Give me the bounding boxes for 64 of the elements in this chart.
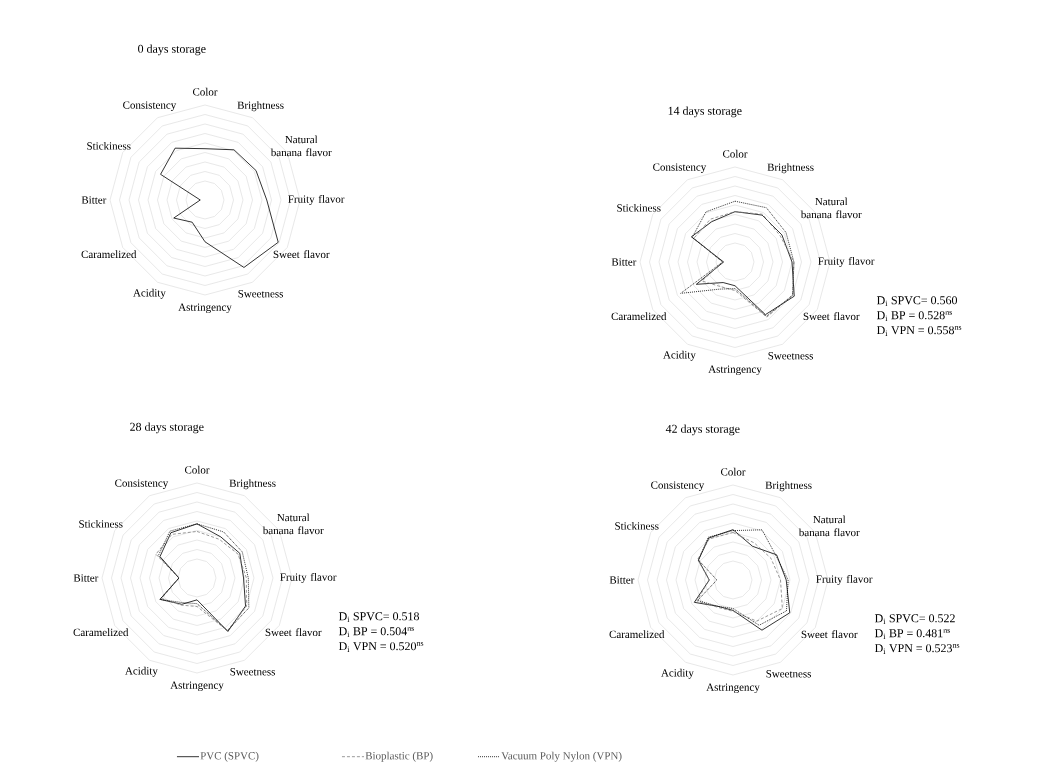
text: D$_{i}$ VPN = 0.523$^{ns}$ (874, 644, 960, 654)
spoke-label: Consistency (115, 479, 169, 490)
spoke-label: Sweetness (238, 290, 283, 298)
spoke-label: Color (722, 149, 748, 158)
spoke-label: Consistency (653, 163, 707, 173)
spoke-label: Astringency (708, 365, 762, 376)
text: D$_{i}$ VPN = 0.520$^{ns}$ (338, 642, 424, 652)
spoke-label: Acidity (663, 350, 696, 361)
legend-label: Vacuum Poly Nylon (VPN) (501, 751, 622, 762)
chart-title: 42 days storage (665, 424, 740, 436)
spoke-label: Brightness (765, 481, 812, 492)
spoke-label: Sweetness (768, 352, 814, 360)
spoke-label: Fruity flavor (288, 194, 345, 206)
spoke-label: Acidity (661, 668, 694, 679)
spoke-label: Consistency (123, 101, 177, 111)
text: D$_{i}$ SPVC= 0.560 (876, 296, 958, 306)
spoke-label: Natural banana flavor (798, 515, 860, 537)
spoke-label: Sweet flavor (273, 250, 330, 259)
spoke-label: Consistency (651, 481, 705, 492)
spoke-label: Sweetness (230, 668, 275, 676)
chart-title: 14 days storage (668, 106, 742, 118)
spoke-label: Brightness (237, 101, 284, 112)
spoke-label: Fruity flavor (280, 572, 337, 584)
spoke-label: Brightness (767, 163, 814, 174)
spoke-label: Fruity flavor (816, 574, 873, 586)
spoke-label: Natural banana flavor (800, 197, 862, 219)
spoke-label: Astringency (170, 681, 224, 692)
spoke-label: Bitter (81, 196, 107, 204)
spoke-label: Acidity (125, 666, 158, 677)
spoke-label: Caramelized (81, 250, 137, 258)
spoke-label: Natural banana flavor (262, 513, 324, 535)
spoke-label: Bitter (611, 258, 637, 266)
spoke-label: Sweet flavor (265, 628, 322, 637)
chart-title: 0 days storage (138, 44, 206, 56)
legend-label: PVC (SPVC) (200, 751, 259, 762)
text: D$_{i}$ SPVC= 0.518 (338, 612, 420, 622)
text: D$_{i}$ SPVC= 0.522 (874, 614, 955, 624)
spoke-label: Bitter (73, 574, 99, 582)
spoke-label: Sweet flavor (801, 630, 858, 639)
spoke-label: Fruity flavor (818, 256, 875, 268)
spoke-label: Stickiness (617, 204, 661, 212)
legend-label: Bioplastic (BP) (365, 751, 433, 762)
spoke-label: Natural banana flavor (270, 135, 332, 157)
spoke-label: Sweet flavor (803, 312, 860, 321)
spoke-label: Acidity (133, 288, 166, 299)
text: D$_{i}$ BP = 0.481$^{ns}$ (874, 629, 950, 639)
text: D$_{i}$ VPN = 0.558$^{ns}$ (876, 326, 962, 336)
spoke-label: Stickiness (87, 142, 131, 150)
spoke-label: Color (184, 465, 210, 474)
spoke-label: Stickiness (615, 522, 659, 530)
spoke-label: Astringency (178, 303, 232, 314)
spoke-label: Color (720, 467, 746, 476)
spoke-label: Caramelized (611, 312, 667, 320)
spoke-label: Astringency (706, 683, 760, 694)
spoke-label: Brightness (229, 479, 276, 490)
chart-title: 28 days storage (130, 422, 204, 434)
text: D$_{i}$ BP = 0.504$^{ns}$ (338, 627, 414, 637)
spoke-label: Stickiness (79, 520, 123, 528)
spoke-label: Caramelized (609, 630, 665, 639)
text: D$_{i}$ BP = 0.528$^{ns}$ (876, 311, 952, 321)
spoke-label: Bitter (609, 576, 635, 584)
spoke-label: Caramelized (73, 628, 129, 637)
spoke-label: Sweetness (766, 670, 811, 678)
spoke-label: Color (192, 87, 218, 96)
